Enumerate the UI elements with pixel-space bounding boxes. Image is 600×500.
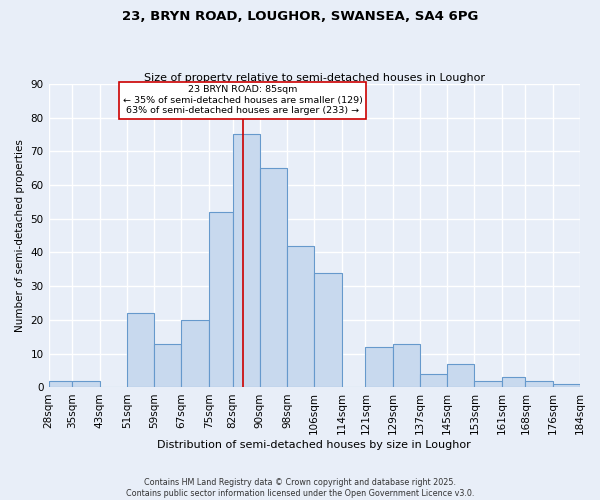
- Bar: [49, 380, 73, 388]
- Bar: [314, 272, 341, 388]
- Y-axis label: Number of semi-detached properties: Number of semi-detached properties: [15, 139, 25, 332]
- Bar: [287, 246, 314, 388]
- Bar: [475, 380, 502, 388]
- Bar: [420, 374, 447, 388]
- Bar: [447, 364, 475, 388]
- X-axis label: Distribution of semi-detached houses by size in Loughor: Distribution of semi-detached houses by …: [157, 440, 471, 450]
- Bar: [365, 347, 392, 388]
- Bar: [209, 212, 233, 388]
- Text: 23, BRYN ROAD, LOUGHOR, SWANSEA, SA4 6PG: 23, BRYN ROAD, LOUGHOR, SWANSEA, SA4 6PG: [122, 10, 478, 23]
- Bar: [260, 168, 287, 388]
- Text: 23 BRYN ROAD: 85sqm
← 35% of semi-detached houses are smaller (129)
63% of semi-: 23 BRYN ROAD: 85sqm ← 35% of semi-detach…: [123, 86, 362, 116]
- Text: Contains HM Land Registry data © Crown copyright and database right 2025.
Contai: Contains HM Land Registry data © Crown c…: [126, 478, 474, 498]
- Bar: [553, 384, 580, 388]
- Bar: [154, 344, 181, 388]
- Bar: [127, 313, 154, 388]
- Bar: [502, 378, 526, 388]
- Bar: [392, 344, 420, 388]
- Bar: [233, 134, 260, 388]
- Bar: [73, 380, 100, 388]
- Bar: [181, 320, 209, 388]
- Bar: [526, 380, 553, 388]
- Title: Size of property relative to semi-detached houses in Loughor: Size of property relative to semi-detach…: [144, 73, 485, 83]
